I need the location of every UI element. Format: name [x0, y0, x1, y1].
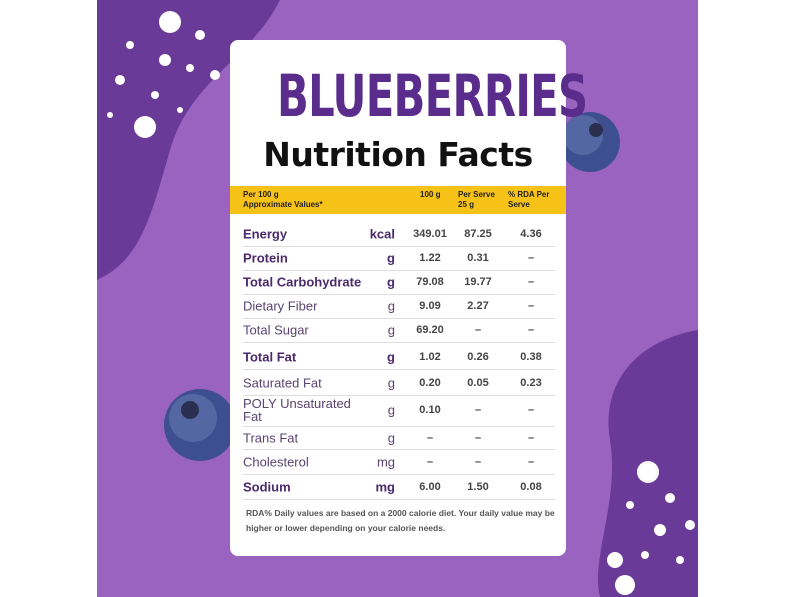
- unit: g: [387, 430, 395, 446]
- value-rda: –: [527, 456, 535, 468]
- value-rda: –: [527, 432, 535, 444]
- table-row: Protein g 1.22 0.31 –: [243, 246, 555, 271]
- value-100g: 1.02: [419, 350, 441, 363]
- value-rda: 0.23: [520, 377, 542, 389]
- nutrient-name: Protein: [243, 250, 288, 266]
- value-per-serve: –: [474, 324, 482, 336]
- unit: g: [387, 402, 395, 418]
- unit: mg: [375, 479, 396, 495]
- unit: g: [387, 298, 395, 314]
- dots: [107, 11, 695, 595]
- footnote: RDA% Daily values are based on a 2000 ca…: [246, 508, 555, 533]
- unit: kcal: [369, 226, 395, 242]
- unit: g: [387, 274, 395, 290]
- header-band: Per 100 g Approximate Values* 100 g Per …: [230, 186, 566, 214]
- table-row: Energy kcal 349.01 87.25 4.36: [243, 222, 555, 247]
- value-per-serve: 0.05: [467, 377, 489, 389]
- nutrient-name: Trans Fat: [243, 430, 299, 446]
- value-100g: 349.01: [413, 228, 447, 240]
- table-row: Total Fat g 1.02 0.26 0.38: [243, 344, 555, 370]
- nutrient-name: Total Sugar: [243, 322, 309, 338]
- nutrient-name: Total Fat: [243, 349, 297, 364]
- table-row: Trans Fat g – – –: [243, 427, 555, 450]
- value-per-serve: –: [474, 432, 482, 444]
- unit: g: [387, 250, 395, 266]
- blueberry: [164, 389, 236, 461]
- value-rda: –: [527, 324, 535, 336]
- value-100g: 9.09: [419, 300, 441, 312]
- value-100g: 69.20: [416, 324, 444, 336]
- column-note: Approximate Values*: [243, 200, 323, 209]
- value-rda: 0.08: [520, 481, 542, 493]
- value-rda: –: [527, 300, 535, 312]
- value-rda: 0.38: [520, 350, 542, 363]
- table-row: Total Carbohydrate g 79.08 19.77 –: [243, 270, 555, 295]
- value-rda: –: [527, 252, 535, 264]
- table-row: Dietary Fiber g 9.09 2.27 –: [243, 294, 555, 319]
- table-row: Sodium mg 6.00 1.50 0.08: [243, 475, 555, 500]
- value-rda: 4.36: [520, 228, 542, 240]
- value-per-serve: 19.77: [464, 276, 492, 288]
- value-100g: 0.20: [419, 377, 441, 389]
- table-row: Saturated Fat g 0.20 0.05 0.23: [243, 371, 555, 396]
- value-100g: –: [426, 456, 434, 468]
- unit: g: [387, 349, 395, 364]
- blueberry: [560, 112, 620, 172]
- table-row: POLY Unsaturated Fat g 0.10 – –: [243, 394, 555, 427]
- column-100g: 100 g: [420, 190, 441, 199]
- value-rda: –: [527, 404, 535, 416]
- nutrient-name: Dietary Fiber: [243, 298, 318, 314]
- table-row: Cholesterol mg – – –: [243, 450, 555, 475]
- value-per-serve: –: [474, 404, 482, 416]
- value-100g: 79.08: [416, 276, 444, 288]
- nutrition-card: BLUEBERRIES Nutrition Facts Per 100 g Ap…: [230, 40, 588, 556]
- title: Nutrition Facts: [263, 135, 533, 174]
- nutrient-name: Energy: [243, 226, 288, 242]
- column-basis: Per 100 g: [243, 190, 279, 199]
- value-per-serve: –: [474, 456, 482, 468]
- blob: [97, 0, 280, 280]
- unit: g: [387, 375, 395, 391]
- value-per-serve: 0.26: [467, 350, 489, 363]
- value-100g: –: [426, 432, 434, 444]
- nutrient-name: Cholesterol: [243, 454, 309, 470]
- value-100g: 0.10: [419, 404, 441, 416]
- unit: g: [387, 322, 395, 338]
- unit: mg: [376, 454, 395, 470]
- value-100g: 1.22: [419, 252, 441, 264]
- column-serve: Per Serve 25 g: [458, 190, 495, 209]
- brand-title: BLUEBERRIES: [277, 62, 588, 130]
- value-per-serve: 0.31: [467, 252, 489, 264]
- value-rda: –: [527, 276, 535, 288]
- value-100g: 6.00: [419, 481, 441, 493]
- value-per-serve: 2.27: [467, 300, 489, 312]
- value-per-serve: 87.25: [464, 228, 492, 240]
- nutrient-name: Total Carbohydrate: [243, 274, 362, 290]
- nutrient-name: Sodium: [243, 479, 291, 495]
- column-rda: % RDA Per Serve: [508, 190, 550, 209]
- nutrient-name: Saturated Fat: [243, 375, 322, 391]
- table-row: Total Sugar g 69.20 – –: [243, 318, 555, 343]
- value-per-serve: 1.50: [467, 481, 489, 493]
- nutrient-name: POLY Unsaturated Fat: [243, 396, 351, 424]
